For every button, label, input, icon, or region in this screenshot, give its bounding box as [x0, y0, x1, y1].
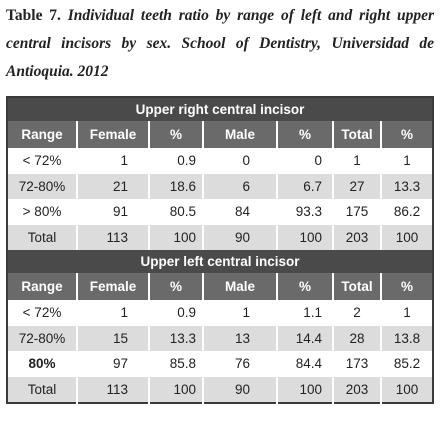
column-header: %	[276, 121, 333, 148]
cell: 100	[276, 224, 333, 250]
cell: 85.2	[380, 351, 433, 377]
cell: 1.1	[276, 300, 333, 326]
cell: 203	[332, 224, 381, 250]
data-row: < 72% 1 0.9 1 1.1 2 1	[7, 300, 433, 326]
data-row: < 72% 1 0.9 0 0 1 1	[7, 148, 433, 174]
column-header: Total	[332, 273, 381, 300]
column-header: Range	[7, 273, 77, 300]
cell: 203	[332, 376, 381, 403]
data-row: > 80% 91 80.5 84 93.3 175 86.2	[7, 199, 433, 225]
cell: 14.4	[276, 325, 333, 351]
section-title-row: Upper right central incisor	[7, 97, 433, 121]
data-row: 80% 97 85.8 76 84.4 173 85.2	[7, 351, 433, 377]
caption-label: Table 7.	[6, 7, 61, 24]
cell: 27	[332, 173, 381, 199]
row-label: Total	[7, 224, 77, 250]
cell: 0.9	[148, 148, 203, 174]
header-row: Range Female% Male% Total%	[7, 121, 433, 148]
row-label: < 72%	[7, 300, 77, 326]
cell: 97	[76, 351, 149, 377]
cell: 18.6	[148, 173, 203, 199]
section-title: Upper left central incisor	[7, 250, 433, 273]
column-header: %	[380, 121, 433, 148]
column-header: Male	[202, 121, 277, 148]
cell: 0.9	[148, 300, 203, 326]
cell: 1	[332, 148, 381, 174]
cell: 76	[202, 351, 277, 377]
cell: 6.7	[276, 173, 333, 199]
cell: 2	[332, 300, 381, 326]
row-label: 80%	[7, 351, 77, 377]
cell: 1	[380, 300, 433, 326]
cell: 175	[332, 199, 381, 225]
cell: 100	[380, 224, 433, 250]
cell: 113	[76, 376, 149, 403]
data-row: 72-80% 15 13.3 13 14.4 28 13.8	[7, 325, 433, 351]
header-row: Range Female% Male% Total%	[7, 273, 433, 300]
caption: Table 7. Individual teeth ratio by range…	[6, 2, 434, 86]
cell: 15	[76, 325, 149, 351]
cell: 100	[380, 376, 433, 403]
cell: 1	[76, 300, 149, 326]
cell: 0	[202, 148, 277, 174]
cell: 13.3	[380, 173, 433, 199]
section-title: Upper right central incisor	[7, 97, 433, 121]
cell: 13	[202, 325, 277, 351]
caption-text: Individual teeth ratio by range of left …	[6, 7, 434, 80]
cell: 1	[380, 148, 433, 174]
row-label: Total	[7, 376, 77, 403]
cell: 0	[276, 148, 333, 174]
cell: 6	[202, 173, 277, 199]
cell: 80.5	[148, 199, 203, 225]
column-header: %	[148, 121, 203, 148]
column-header: Total	[332, 121, 381, 148]
cell: 100	[148, 224, 203, 250]
cell: 90	[202, 224, 277, 250]
section-title-row: Upper left central incisor	[7, 250, 433, 273]
column-header: Female	[76, 273, 149, 300]
column-header: %	[148, 273, 203, 300]
cell: 173	[332, 351, 381, 377]
column-header: %	[276, 273, 333, 300]
cell: 85.8	[148, 351, 203, 377]
data-table: Upper right central incisor Range Female% M…	[6, 96, 434, 404]
cell: 28	[332, 325, 381, 351]
data-row: Total 113 100 90 100 203 100	[7, 224, 433, 250]
data-row: 72-80% 21 18.6 6 6.7 27 13.3	[7, 173, 433, 199]
cell: 84	[202, 199, 277, 225]
cell: 84.4	[276, 351, 333, 377]
row-label: > 80%	[7, 199, 77, 225]
column-header: %	[380, 273, 433, 300]
column-header: Range	[7, 121, 77, 148]
row-label: 72-80%	[7, 325, 77, 351]
column-header: Male	[202, 273, 277, 300]
cell: 13.3	[148, 325, 203, 351]
cell: 100	[276, 376, 333, 403]
column-header: Female	[76, 121, 149, 148]
cell: 1	[202, 300, 277, 326]
cell: 1	[76, 148, 149, 174]
cell: 13.8	[380, 325, 433, 351]
row-label: < 72%	[7, 148, 77, 174]
cell: 91	[76, 199, 149, 225]
cell: 21	[76, 173, 149, 199]
cell: 90	[202, 376, 277, 403]
cell: 100	[148, 376, 203, 403]
data-row: Total 113 100 90 100 203 100	[7, 376, 433, 403]
cell: 86.2	[380, 199, 433, 225]
row-label: 72-80%	[7, 173, 77, 199]
cell: 113	[76, 224, 149, 250]
cell: 93.3	[276, 199, 333, 225]
